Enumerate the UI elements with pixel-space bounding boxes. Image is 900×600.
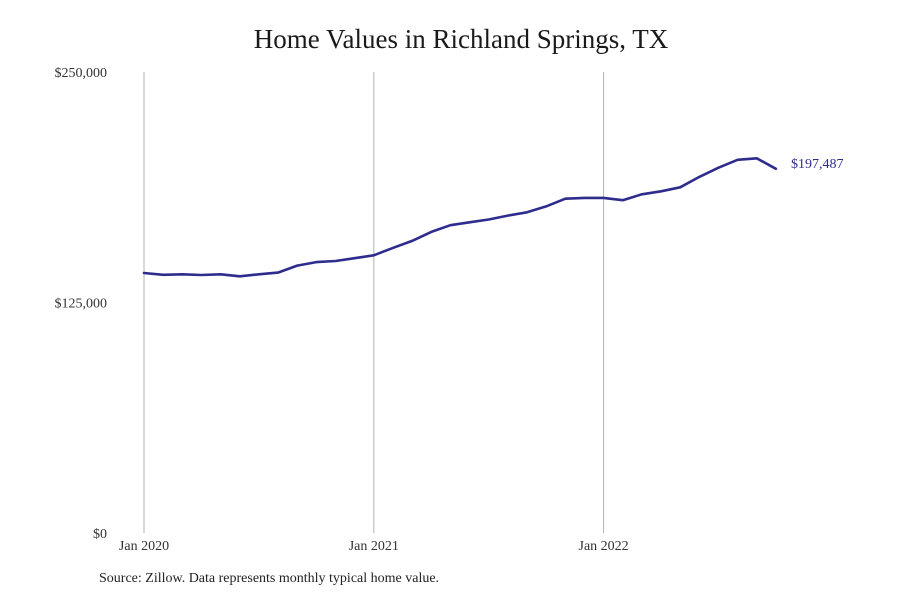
y-tick-label: $0 — [93, 527, 107, 542]
chart-title: Home Values in Richland Springs, TX — [253, 24, 669, 54]
series-line — [142, 157, 778, 278]
y-tick-label: $125,000 — [55, 297, 108, 312]
x-tick-label: Jan 2022 — [579, 539, 629, 554]
x-tick-label: Jan 2021 — [349, 539, 399, 554]
series-layer — [142, 157, 778, 278]
source-note: Source: Zillow. Data represents monthly … — [99, 571, 440, 586]
x-tick-label: Jan 2020 — [119, 539, 169, 554]
end-labels: $197,487 — [791, 157, 844, 172]
y-axis-ticks: $0 $125,000 $250,000 — [55, 66, 108, 542]
end-value-label: $197,487 — [791, 157, 844, 172]
y-tick-label: $250,000 — [55, 66, 108, 81]
gridlines — [143, 72, 605, 533]
x-axis-ticks: Jan 2020 Jan 2021 Jan 2022 — [119, 539, 629, 554]
